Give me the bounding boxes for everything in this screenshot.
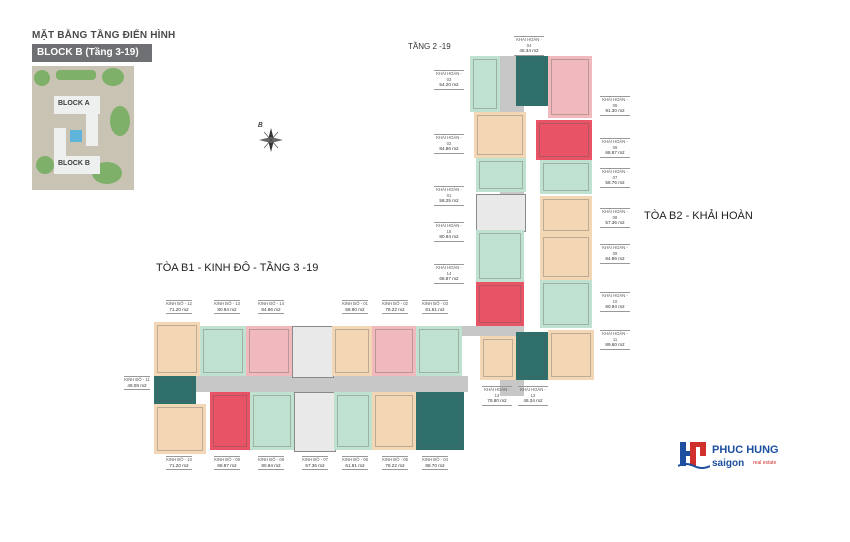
block-b-label: BLOCK B — [58, 160, 90, 167]
unit-kh04 — [516, 56, 548, 106]
label-kh12: KHẢI HOÀN - 12 45.34 m2 — [518, 386, 548, 406]
unit-kh09 — [540, 234, 592, 280]
unit-kh12 — [516, 332, 548, 380]
label-kd12: KINH ĐÔ - 12 71.20 m2 — [166, 300, 192, 314]
unit-kd02 — [372, 326, 416, 376]
label-kh01: KHẢI HOÀN - 01 58.25 m2 — [434, 186, 464, 206]
tower-b2-label: TÒA B2 - KHẢI HOÀN — [644, 210, 753, 222]
logo-line-1: PHUC HUNG — [712, 444, 779, 456]
label-kh09: KHẢI HOÀN - 09 84.86 m2 — [600, 244, 630, 264]
logo-line-3: real estate — [753, 460, 777, 466]
label-kh04: KHẢI HOÀN - 04 45.34 m2 — [514, 36, 544, 56]
label-kh07: KHẢI HOÀN - 07 58.76 m2 — [600, 168, 630, 188]
unit-kh14 — [476, 282, 524, 326]
unit-kd06 — [372, 392, 416, 450]
label-kd01: KINH ĐÔ - 01 58.80 m2 — [342, 300, 368, 314]
label-kh05: KHẢI HOÀN - 05 91.30 m2 — [600, 96, 630, 116]
unit-kh15 — [476, 230, 524, 282]
unit-kd07 — [334, 392, 372, 450]
floor-label: TẦNG 2 -19 — [408, 42, 451, 51]
core-b2 — [476, 194, 526, 232]
unit-kd12 — [154, 322, 200, 376]
unit-kh02 — [474, 112, 526, 158]
label-kd10: KINH ĐÔ - 10 71.20 m2 — [166, 456, 192, 470]
phuc-hung-logo: PHUC HUNG saigon real estate — [677, 438, 798, 472]
label-kd03: KINH ĐÔ - 03 81.61 m2 — [422, 300, 448, 314]
label-kh10: KHẢI HOÀN - 10 80.94 m2 — [600, 292, 630, 312]
compass-north-label: B — [258, 122, 263, 129]
label-kh06: KHẢI HOÀN - 06 68.87 m2 — [600, 138, 630, 158]
phuc-hung-logo-icon — [677, 442, 711, 469]
core-b1-bottom — [294, 392, 336, 452]
label-kd13: KINH ĐÔ - 13 80.94 m2 — [214, 300, 240, 314]
unit-kh05 — [548, 56, 592, 118]
label-kh02: KHẢI HOÀN - 02 84.86 m2 — [434, 134, 464, 154]
logo-line-2: saigon — [712, 458, 745, 469]
core-b1-top — [292, 326, 334, 378]
unit-kd09 — [210, 392, 250, 450]
compass-icon: B — [254, 122, 288, 158]
label-kd14: KINH ĐÔ - 14 84.86 m2 — [258, 300, 284, 314]
label-kd09: KINH ĐÔ - 09 68.87 m2 — [214, 456, 240, 470]
label-kd06: KINH ĐÔ - 06 61.81 m2 — [342, 456, 368, 470]
label-kh14: KHẢI HOÀN - 14 68.87 m2 — [434, 264, 464, 284]
label-kd11: KINH ĐÔ - 11 48.08 m2 — [124, 376, 150, 390]
unit-kh06 — [536, 120, 592, 160]
label-kh13: KHẢI HOÀN - 13 76.80 m2 — [482, 386, 512, 406]
unit-kd10 — [154, 404, 206, 454]
label-kh08: KHẢI HOÀN - 08 57.36 m2 — [600, 208, 630, 228]
unit-kd11 — [154, 376, 196, 404]
unit-kd13 — [200, 326, 246, 376]
unit-kd01 — [332, 326, 372, 376]
label-kh11: KHẢI HOÀN - 11 89.60 m2 — [600, 330, 630, 350]
unit-kd03 — [416, 326, 462, 376]
label-kd04: KINH ĐÔ - 04 88.70 m2 — [422, 456, 448, 470]
label-kd07: KINH ĐÔ - 07 57.36 m2 — [302, 456, 328, 470]
block-a-label: BLOCK A — [58, 100, 90, 107]
corridor-link — [462, 326, 512, 336]
page-subtitle: BLOCK B (Tầng 3-19) — [37, 47, 139, 58]
label-kd05: KINH ĐÔ - 05 78.22 m2 — [382, 456, 408, 470]
corridor-b1 — [196, 376, 468, 392]
pool — [70, 130, 82, 142]
label-kd02: KINH ĐÔ - 02 78.22 m2 — [382, 300, 408, 314]
unit-kh08 — [540, 196, 592, 234]
unit-kh07 — [540, 160, 592, 194]
site-map: BLOCK A BLOCK B — [32, 66, 134, 190]
unit-kh10 — [540, 280, 592, 328]
unit-kd08 — [250, 392, 294, 450]
unit-kh01 — [476, 158, 526, 192]
unit-kh03 — [470, 56, 500, 112]
label-kd08: KINH ĐÔ - 08 80.94 m2 — [258, 456, 284, 470]
unit-kh13 — [480, 336, 516, 380]
subtitle-bar: BLOCK B (Tầng 3-19) — [32, 44, 152, 62]
label-kh03: KHẢI HOÀN - 03 54.20 m2 — [434, 70, 464, 90]
unit-kh11 — [548, 330, 594, 380]
page-title: MẶT BẰNG TẦNG ĐIỂN HÌNH — [32, 30, 176, 41]
label-kh15: KHẢI HOÀN - 15 80.94 m2 — [434, 222, 464, 242]
unit-kd04 — [416, 392, 464, 450]
tower-b1-label: TÒA B1 - KINH ĐÔ - TẦNG 3 -19 — [156, 262, 319, 274]
unit-kd14 — [246, 326, 292, 376]
